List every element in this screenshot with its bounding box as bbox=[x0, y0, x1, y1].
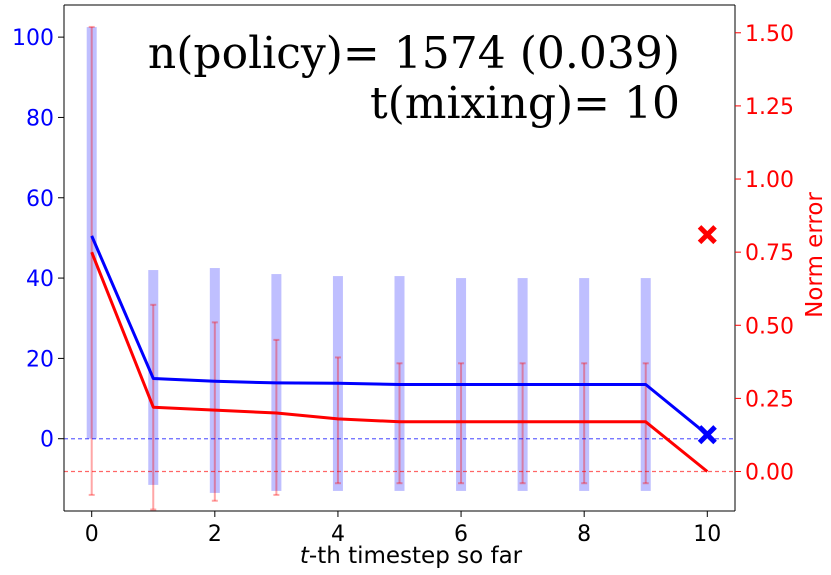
left-y-tick-label: 60 bbox=[26, 187, 54, 212]
x-tick-label: 8 bbox=[577, 522, 591, 547]
annotation-policy-count: n(policy)= 1574 (0.039) bbox=[148, 28, 680, 79]
blue-band-bar bbox=[86, 27, 97, 439]
x-tick-label: 6 bbox=[454, 522, 468, 547]
left-y-tick-label: 40 bbox=[26, 267, 54, 292]
x-axis-title-rest: -th timestep so far bbox=[309, 543, 523, 569]
x-tick-label: 10 bbox=[693, 522, 721, 547]
x-tick-label: 4 bbox=[331, 522, 345, 547]
right-y-tick-label: 0.75 bbox=[745, 241, 794, 266]
blue-x-marker bbox=[697, 425, 717, 445]
x-axis-title: t-th timestep so far bbox=[300, 543, 523, 569]
x-tick-label: 2 bbox=[208, 522, 222, 547]
right-y-tick-label: 1.25 bbox=[745, 95, 794, 120]
left-y-tick-label: 0 bbox=[40, 428, 54, 453]
red-x-marker bbox=[697, 225, 717, 245]
left-y-tick-label: 20 bbox=[26, 347, 54, 372]
blue-series-line bbox=[90, 235, 709, 436]
right-y-tick-label: 1.50 bbox=[745, 22, 794, 47]
right-y-tick-label: 1.00 bbox=[745, 168, 794, 193]
left-y-tick-label: 100 bbox=[12, 26, 54, 51]
x-tick-label: 0 bbox=[85, 522, 99, 547]
right-y-axis-title: Norm error bbox=[802, 192, 828, 318]
red-series-line bbox=[90, 251, 709, 473]
right-y-tick-label: 0.00 bbox=[745, 461, 794, 486]
x-axis-title-italic: t bbox=[300, 543, 310, 569]
plot-area: 0 2 4 6 8 100204060801000.000.250.500.751.001… bbox=[12, 4, 794, 547]
right-y-tick-label: 0.25 bbox=[745, 387, 794, 412]
annotation-mixing-time: t(mixing)= 10 bbox=[370, 78, 680, 129]
right-y-tick-label: 0.50 bbox=[745, 314, 794, 339]
left-y-tick-label: 80 bbox=[26, 106, 54, 131]
